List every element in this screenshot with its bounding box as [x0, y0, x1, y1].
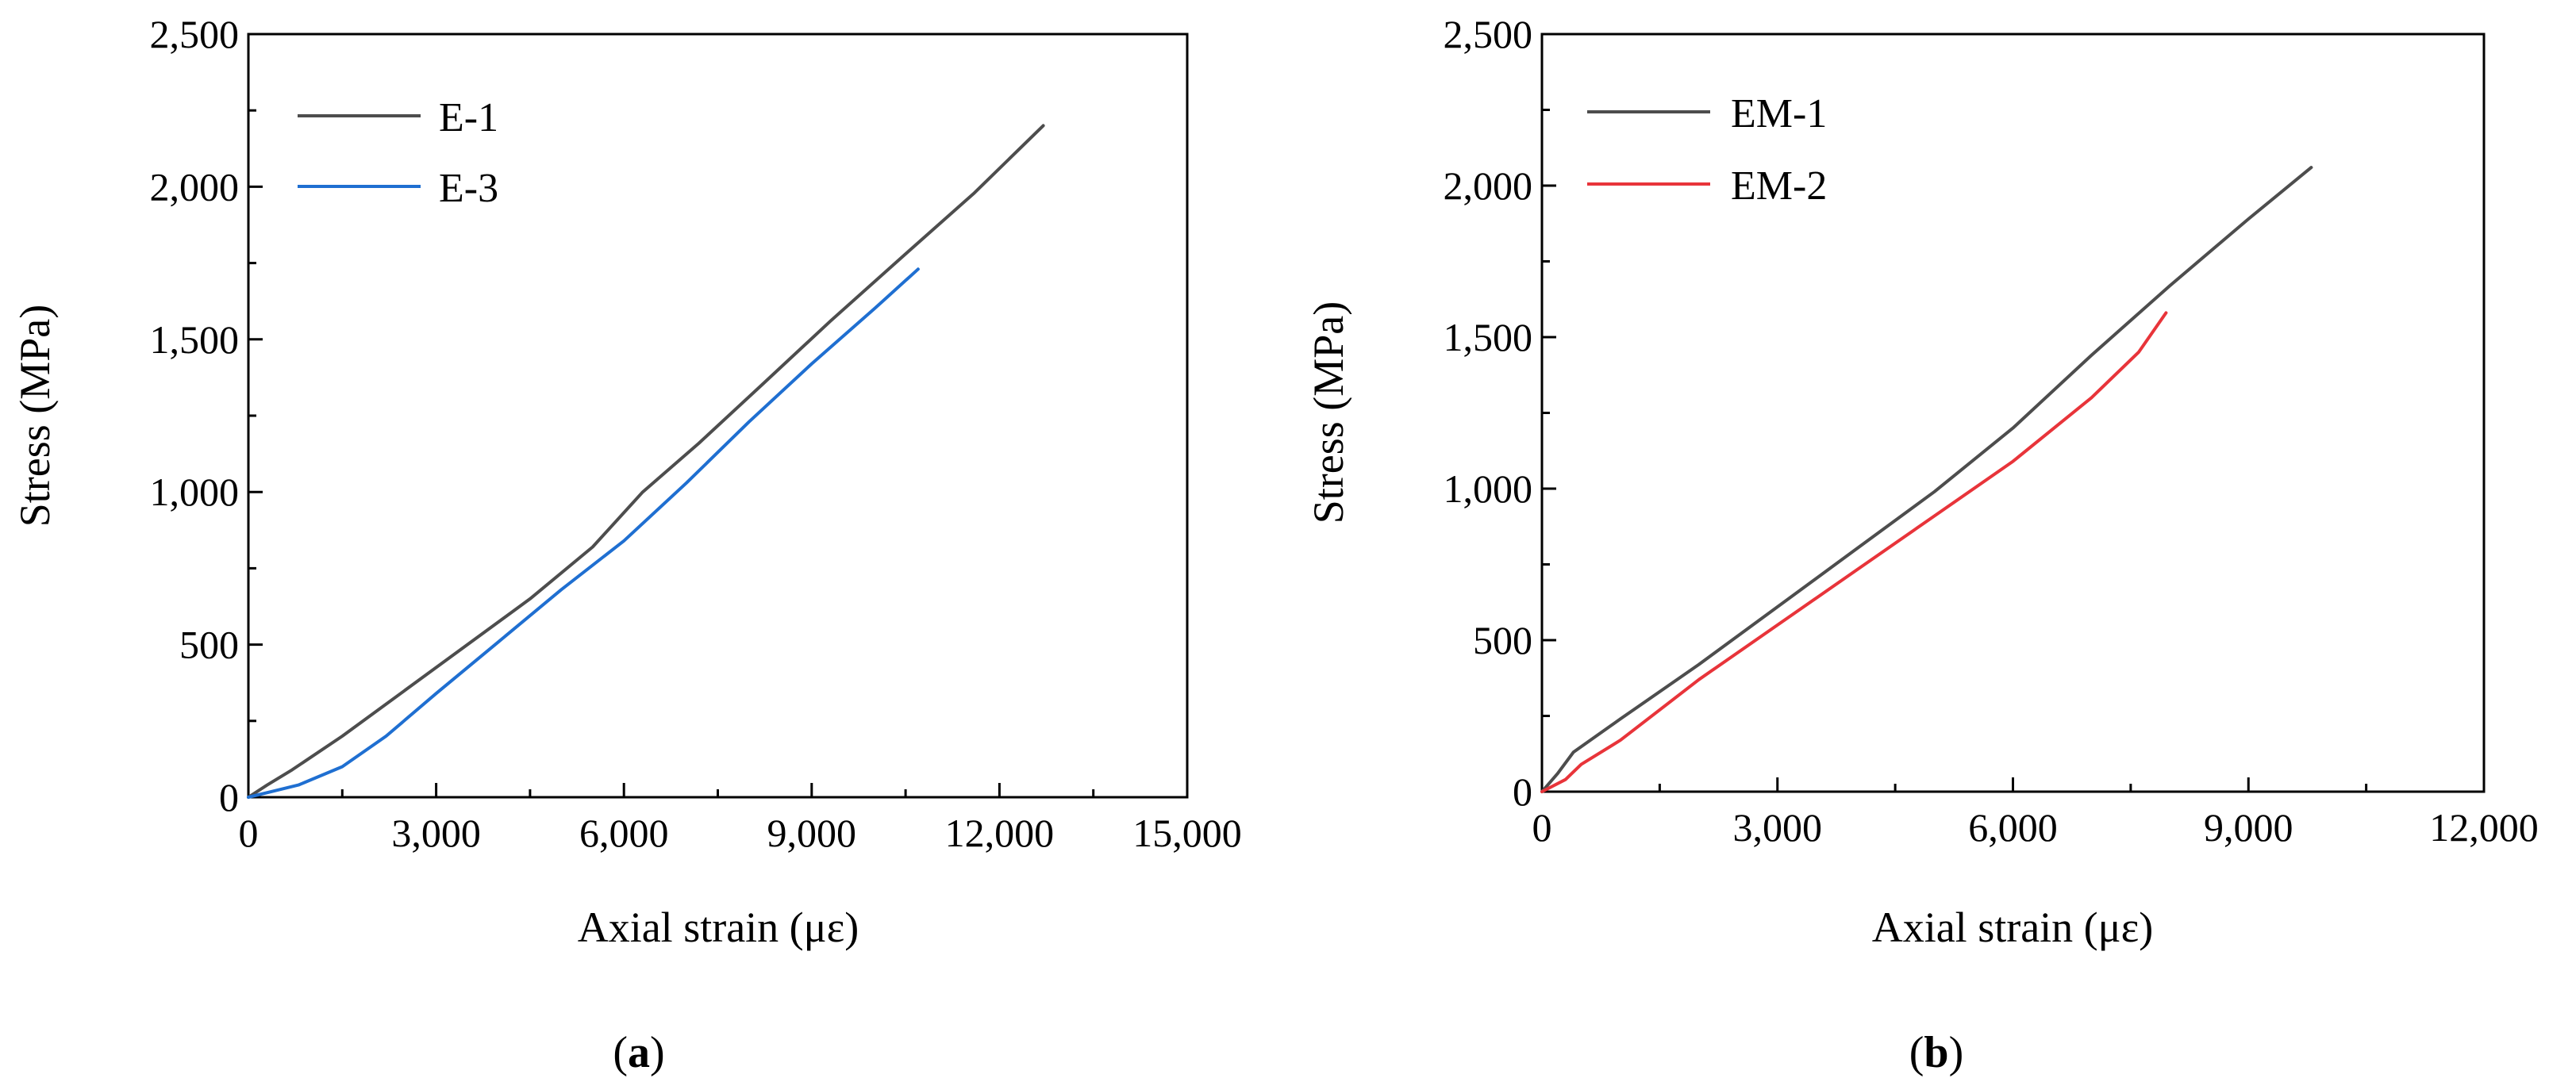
panel-b-y-tick-label: 2,500 — [1444, 12, 1533, 56]
panel-a-x-tick-label: 9,000 — [767, 811, 857, 855]
panel-a-series — [247, 124, 1045, 799]
panel-a-x-tick-label: 0 — [239, 811, 259, 855]
panel-a-legend: E-1 E-3 — [298, 95, 498, 211]
series-line-em-2 — [1540, 311, 2168, 793]
panel-a-x-axis-title: Axial strain (με) — [578, 904, 859, 951]
panel-b-legend-label-em1: EM-1 — [1731, 91, 1827, 136]
panel-b-x-axis-title: Axial strain (με) — [1872, 904, 2154, 951]
panel-a-x-tick-label: 3,000 — [391, 811, 481, 855]
panel-a-letter: a — [628, 1028, 650, 1077]
panel-a-y-tick-label: 0 — [219, 775, 239, 819]
panel-b-y-tick-label: 1,000 — [1444, 466, 1533, 511]
panel-b-label: (b) — [1909, 1028, 1963, 1077]
panel-b-series — [1540, 166, 2313, 793]
panel-a-x-tick-label: 15,000 — [1132, 811, 1242, 855]
panel-a-x-tick-label: 12,000 — [945, 811, 1055, 855]
panel-a-legend-label-e1: E-1 — [439, 95, 498, 140]
panel-b-x-tick-label: 3,000 — [1733, 805, 1823, 850]
panel-b-y-tick-label: 0 — [1513, 769, 1532, 814]
panel-a-x-tick-label: 6,000 — [579, 811, 669, 855]
panel-b-y-tick-label: 1,500 — [1444, 315, 1533, 359]
panel-b-x-tick-label: 0 — [1532, 805, 1552, 850]
panel-a-y-tick-label: 1,500 — [150, 317, 240, 362]
panel-a-legend-label-e3: E-3 — [439, 166, 498, 211]
panel-b-y-axis-title: Stress (MPa) — [1305, 301, 1352, 524]
panel-b-legend: EM-1 EM-2 — [1587, 91, 1827, 209]
series-line-e-3 — [247, 267, 920, 799]
panel-a-y-axis-title: Stress (MPa) — [11, 305, 59, 528]
panel-b-y-tick-label: 500 — [1473, 618, 1532, 662]
panel-b-x-tick-label: 12,000 — [2429, 805, 2539, 850]
series-line-e-1 — [247, 124, 1045, 799]
panel-a-y-tick-label: 1,000 — [150, 470, 240, 514]
panel-b-y-tick-label: 2,000 — [1444, 163, 1533, 208]
panel-b-chart: 0 3,000 6,000 9,000 12,000 0 500 1,000 1,500 2,00… — [1305, 12, 2539, 1077]
panel-a-label: (a) — [613, 1028, 664, 1077]
panel-a-y-tick-label: 500 — [179, 623, 239, 667]
panel-a-y-tick-label: 2,500 — [150, 12, 240, 56]
panel-b-legend-label-em2: EM-2 — [1731, 163, 1827, 209]
panel-b-letter: b — [1924, 1028, 1948, 1077]
panel-a-chart: 0 3,000 6,000 9,000 12,000 15,000 0 500 1,000 1,5… — [11, 12, 1242, 1077]
panel-a-tick-labels: 0 3,000 6,000 9,000 12,000 15,000 0 500 1,000 1,5… — [150, 12, 1242, 855]
panel-b-tick-labels: 0 3,000 6,000 9,000 12,000 0 500 1,000 1,500 2,00… — [1444, 12, 2539, 850]
series-line-em-1 — [1540, 166, 2313, 793]
panel-b-x-tick-label: 6,000 — [1968, 805, 2058, 850]
panel-b-x-tick-label: 9,000 — [2204, 805, 2293, 850]
panel-a-y-tick-label: 2,000 — [150, 164, 240, 209]
